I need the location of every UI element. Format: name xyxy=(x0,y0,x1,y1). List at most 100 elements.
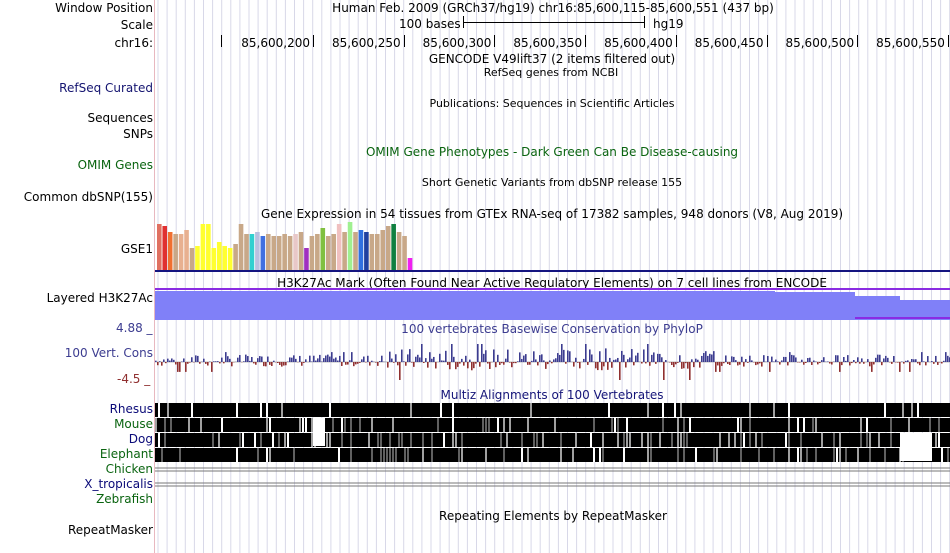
cons-bar xyxy=(925,362,927,365)
cons-bar xyxy=(585,344,587,362)
alignment-gap xyxy=(677,433,679,447)
refseq-track-title[interactable]: RefSeq genes from NCBI xyxy=(484,66,619,80)
species-label[interactable]: Dog xyxy=(129,432,153,446)
gse1-track-label[interactable]: GSE1 xyxy=(121,242,153,256)
h3k27ac-track-label[interactable]: Layered H3K27Ac xyxy=(47,291,153,305)
cons-bar xyxy=(403,361,405,362)
cons-bar xyxy=(735,360,737,362)
cons-bar xyxy=(477,344,479,362)
cons-bar xyxy=(915,359,917,362)
cons-bar xyxy=(897,362,899,363)
cons-bar xyxy=(175,362,177,364)
alignment-gap xyxy=(647,448,649,462)
alignment-gap xyxy=(431,433,433,447)
cons-bar xyxy=(641,362,643,364)
alignment-gap xyxy=(332,418,334,432)
cons-bar xyxy=(427,362,429,368)
gtex-tissue-bar xyxy=(370,234,375,270)
cons-bar xyxy=(361,359,363,362)
species-label[interactable]: Chicken xyxy=(106,462,153,476)
repeatmasker-track-label[interactable]: RepeatMasker xyxy=(68,523,153,537)
alignment-gap xyxy=(164,433,166,447)
cons-bar xyxy=(715,362,717,372)
cons-bar xyxy=(583,359,585,362)
cons-bar xyxy=(257,358,259,362)
cons-bar xyxy=(871,362,873,372)
cons-bar xyxy=(751,360,753,362)
cons-bar xyxy=(171,358,173,362)
cons-bar xyxy=(829,362,831,364)
cons-bar xyxy=(855,362,857,363)
dbsnp-track-label[interactable]: Common dbSNP(155) xyxy=(24,190,153,204)
alignment-gap xyxy=(623,433,625,447)
species-label[interactable]: Rhesus xyxy=(110,402,153,416)
omim-track-title[interactable]: OMIM Gene Phenotypes - Dark Green Can Be… xyxy=(366,145,738,159)
cons-bar xyxy=(513,362,515,363)
cons-bar xyxy=(293,355,295,362)
publications-track-title[interactable]: Publications: Sequences in Scientific Ar… xyxy=(430,97,675,111)
cons-bar xyxy=(701,356,703,362)
gencode-track-title[interactable]: GENCODE V49lift37 (2 items filtered out) xyxy=(429,52,675,66)
species-label[interactable]: Mouse xyxy=(114,417,153,431)
cons-bar xyxy=(443,361,445,362)
cons-bar xyxy=(807,358,809,362)
alignment-gap xyxy=(623,448,625,462)
cons-bar xyxy=(841,362,843,365)
h3k27ac-signal[interactable] xyxy=(155,288,950,322)
alignment-gap xyxy=(236,448,238,462)
alignment-gap xyxy=(437,418,439,432)
cons-bar xyxy=(875,358,877,362)
cons-bar xyxy=(619,362,621,380)
alignment-gap xyxy=(503,418,505,432)
species-label[interactable]: X_tropicalis xyxy=(84,477,153,491)
gtex-track-title[interactable]: Gene Expression in 54 tissues from GTEx … xyxy=(261,207,843,221)
alignment-gap xyxy=(485,448,487,462)
alignment-gap xyxy=(626,433,628,447)
gtex-tissue-bar xyxy=(217,242,222,270)
cons-min-value: -4.5 _ xyxy=(117,372,150,386)
alignment-gap xyxy=(311,418,313,432)
gtex-tissue-bar xyxy=(375,234,380,270)
cons-bar xyxy=(189,362,191,363)
cons-bar xyxy=(345,362,347,365)
snps-track-label[interactable]: SNPs xyxy=(123,127,153,141)
alignment-gap xyxy=(158,433,160,447)
cons-bar xyxy=(723,362,725,363)
alignment-gap xyxy=(293,448,295,462)
cons-bar xyxy=(891,362,893,364)
cons-wiggle-plot[interactable] xyxy=(155,338,950,388)
dbsnp-track-title[interactable]: Short Genetic Variants from dbSNP releas… xyxy=(422,176,682,190)
species-label[interactable]: Zebrafish xyxy=(96,492,153,506)
cons-track-label[interactable]: 100 Vert. Cons xyxy=(65,346,153,360)
alignment-gap xyxy=(380,433,382,447)
refseq-track-label[interactable]: RefSeq Curated xyxy=(59,81,153,95)
species-label[interactable]: Elephant xyxy=(100,447,153,461)
scale-bar-right-tick xyxy=(644,16,645,28)
gtex-bar-graph[interactable] xyxy=(155,222,535,270)
cons-track-title[interactable]: 100 vertebrates Basewise Conservation by… xyxy=(401,322,703,336)
cons-bar xyxy=(531,361,533,362)
cons-bar xyxy=(493,349,495,362)
cons-bar xyxy=(913,359,915,362)
alignment-gap xyxy=(902,403,904,417)
multiz-alignment-blocks[interactable] xyxy=(155,402,950,494)
alignment-gap xyxy=(482,418,484,432)
alignment-gap xyxy=(788,418,790,432)
omim-track-label[interactable]: OMIM Genes xyxy=(78,158,153,172)
cons-bar xyxy=(173,360,175,362)
cons-bar xyxy=(333,359,335,362)
cons-bar xyxy=(663,362,665,380)
gtex-tissue-bar xyxy=(233,244,238,270)
multiz-track-title[interactable]: Multiz Alignments of 100 Vertebrates xyxy=(440,388,663,402)
gtex-tissue-bar xyxy=(239,224,244,270)
sequences-track-label[interactable]: Sequences xyxy=(88,111,153,125)
alignment-gap xyxy=(266,448,268,462)
cons-bar xyxy=(937,362,939,365)
cons-bar xyxy=(353,362,355,366)
cons-bar xyxy=(187,362,189,364)
alignment-gap xyxy=(341,433,343,447)
repeatmasker-track-title[interactable]: Repeating Elements by RepeatMasker xyxy=(439,509,667,523)
cons-bar xyxy=(525,354,527,362)
cons-bar xyxy=(449,362,451,369)
cons-bar xyxy=(313,356,315,362)
